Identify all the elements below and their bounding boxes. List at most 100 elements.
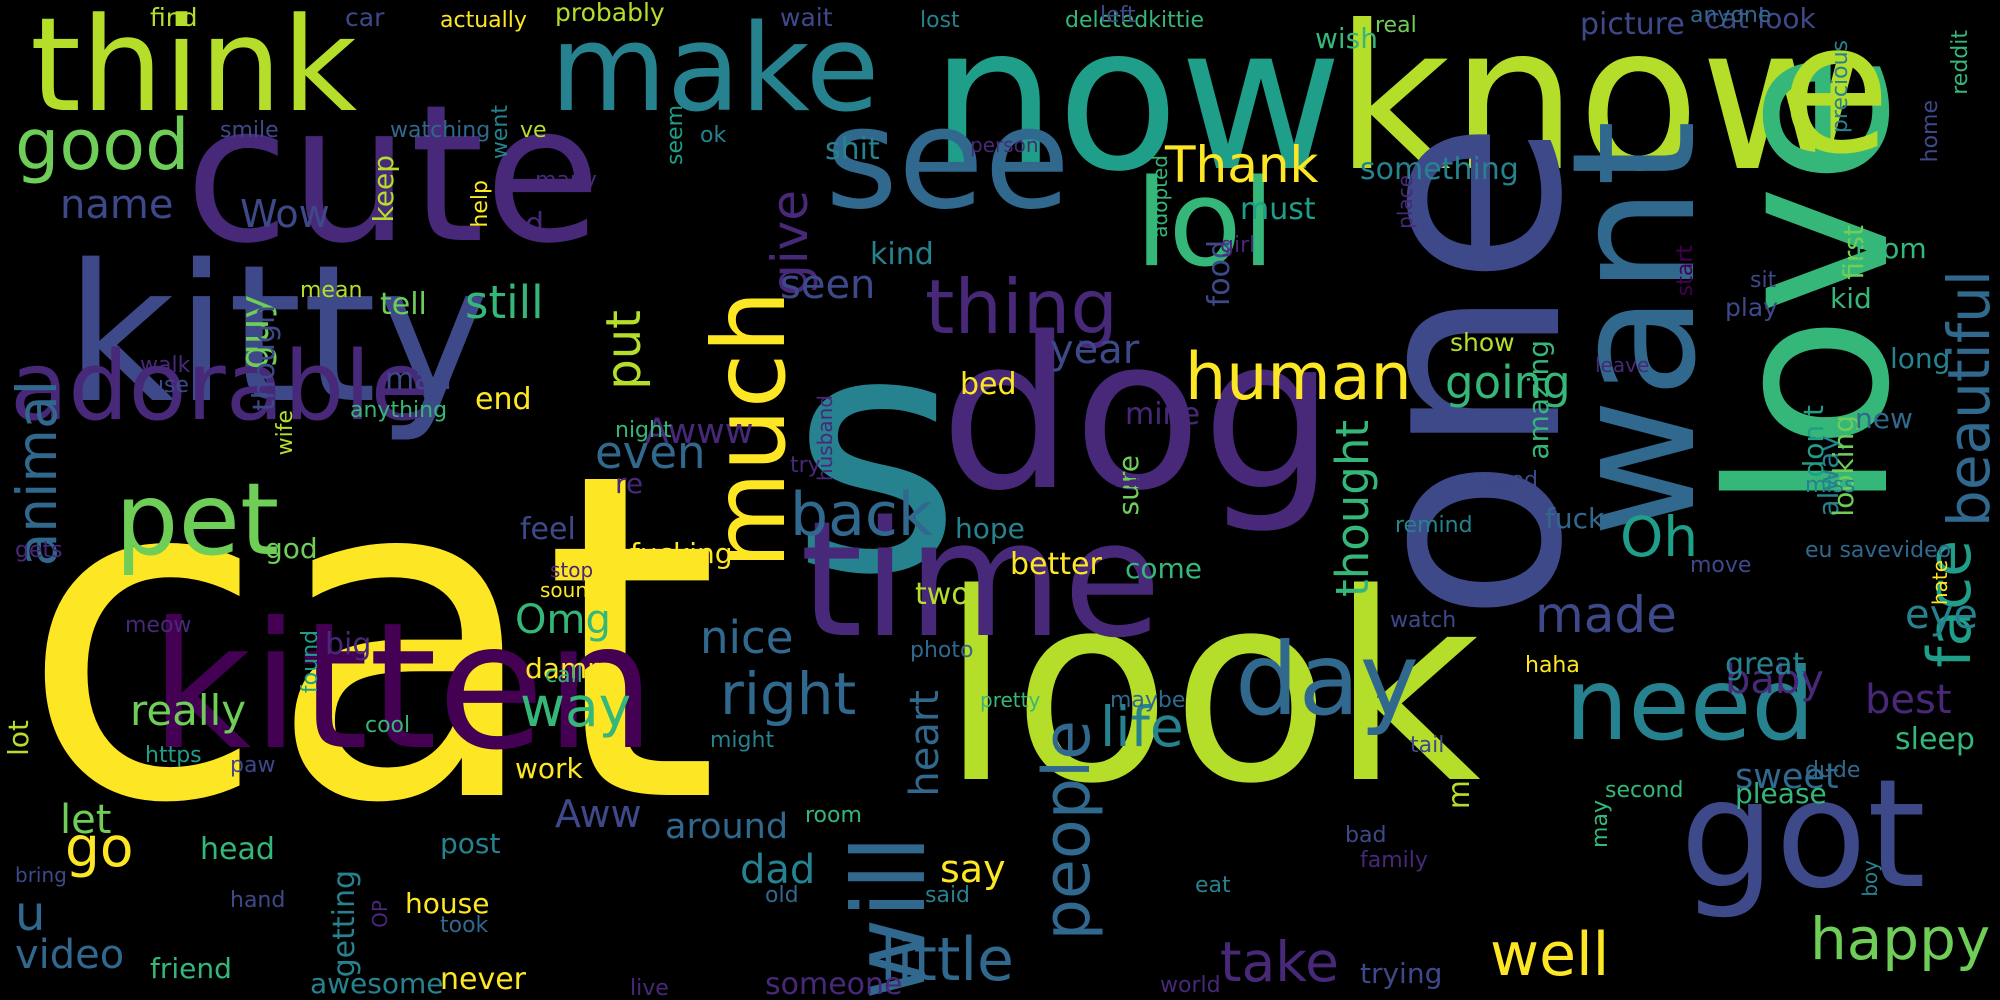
word-boy: boy	[1858, 860, 1882, 897]
word-said: said	[925, 883, 971, 908]
word-human: human	[1185, 340, 1412, 415]
word-thing: thing	[925, 263, 1118, 351]
word-dad: dad	[740, 847, 816, 893]
word-mom: mom	[1855, 232, 1927, 265]
word-m: m	[1442, 780, 1477, 810]
word-real: real	[1375, 13, 1417, 38]
word-eye: eye	[1905, 592, 1978, 638]
word-awww: Awww	[645, 412, 754, 452]
word-friend: friend	[150, 952, 232, 985]
word-cat-look: cat look	[1705, 2, 1816, 35]
word-eat: eat	[1195, 873, 1231, 898]
word-sound: sound	[540, 578, 601, 602]
word-still: still	[465, 276, 544, 329]
word-remind: remind	[1395, 513, 1473, 538]
word-shit: shit	[825, 132, 880, 167]
word-watch: watch	[1390, 608, 1457, 633]
word-bring: bring	[15, 863, 67, 887]
word-leave: leave	[1595, 353, 1650, 377]
word-dog: dog	[940, 292, 1336, 537]
word-room: room	[805, 803, 862, 828]
word-car: car	[345, 3, 385, 32]
word-something: something	[1360, 152, 1519, 187]
word-anyone: anyone	[1690, 3, 1772, 28]
word-seen: seen	[780, 262, 876, 308]
word-call: call	[545, 663, 583, 688]
word-omg: Omg	[515, 597, 611, 643]
word-little: little	[880, 925, 1014, 995]
word-best: best	[1865, 677, 1952, 723]
word-miss: miss	[1805, 473, 1856, 498]
word-place: place	[1393, 175, 1417, 229]
word-op: OP	[368, 900, 392, 928]
word-reddit: reddit	[1948, 30, 1973, 95]
word-ok: ok	[700, 123, 727, 148]
word-use: use	[150, 373, 189, 398]
word-nice: nice	[700, 611, 794, 664]
word-feel: feel	[520, 512, 576, 547]
word-lol: lol	[1135, 155, 1276, 294]
word-even: even	[595, 426, 706, 479]
word-anything: anything	[350, 398, 448, 423]
word-kid: kid	[1830, 282, 1872, 315]
word-bad: bad	[1345, 823, 1387, 848]
word-hope: hope	[955, 512, 1025, 545]
word-cat: cat	[20, 378, 720, 902]
word-second: second	[1605, 778, 1684, 803]
word-went: went	[488, 105, 513, 160]
word-ve: ve	[520, 118, 547, 143]
word-trying: trying	[1360, 957, 1443, 990]
word-oh: Oh	[1620, 505, 1699, 569]
word-getting: getting	[327, 870, 362, 978]
word-https: https	[145, 743, 202, 768]
word-fucking: fucking	[630, 537, 733, 570]
word-family: family	[1360, 848, 1428, 873]
word-photo: photo	[910, 638, 974, 663]
word-paw: paw	[230, 753, 276, 778]
word-seem: seem	[663, 105, 688, 165]
word-damn: damn	[525, 652, 605, 685]
word-found: found	[298, 630, 323, 694]
word-good: good	[15, 104, 190, 186]
word-u: u	[15, 886, 46, 942]
word-got: got	[1680, 748, 1926, 922]
word-new: new	[1855, 402, 1913, 435]
word-help: help	[468, 180, 493, 228]
word-say: say	[940, 847, 1006, 891]
word-look: look	[940, 539, 1481, 841]
word-put: put	[596, 310, 652, 390]
word-sit: sit	[1750, 268, 1777, 293]
word-used: used	[1485, 468, 1538, 493]
word-move: move	[1690, 553, 1752, 578]
word-awesome: awesome	[310, 967, 444, 1000]
word-people: people	[1030, 720, 1105, 941]
word-lost: lost	[920, 8, 960, 33]
word-watching: watching	[390, 118, 491, 143]
word-life: life	[1100, 695, 1184, 759]
word-video: video	[15, 932, 125, 978]
word-old: old	[765, 883, 799, 908]
word-wait: wait	[780, 3, 833, 32]
word-know: know	[1335, 0, 1864, 216]
word-kind: kind	[870, 237, 934, 272]
word-smile: smile	[220, 118, 279, 143]
word-man: man	[385, 362, 452, 397]
word-keep: keep	[367, 155, 400, 223]
word-took: took	[440, 913, 489, 938]
word-house: house	[405, 887, 490, 920]
word-left: left	[1100, 3, 1136, 28]
word-want: want	[1536, 120, 1734, 538]
word-year: year	[1050, 327, 1140, 373]
word-find: find	[150, 3, 198, 32]
word-actually: actually	[440, 8, 527, 33]
word-around: around	[665, 807, 789, 847]
word-head: head	[200, 832, 275, 867]
word-please: please	[1735, 777, 1827, 810]
word-way: way	[520, 675, 632, 739]
word-meow: meow	[125, 613, 192, 638]
word-gets: gets	[15, 538, 63, 563]
word-baby: baby	[1725, 657, 1824, 703]
word-cool: cool	[365, 713, 411, 738]
word-thank: Thank	[1165, 136, 1319, 194]
